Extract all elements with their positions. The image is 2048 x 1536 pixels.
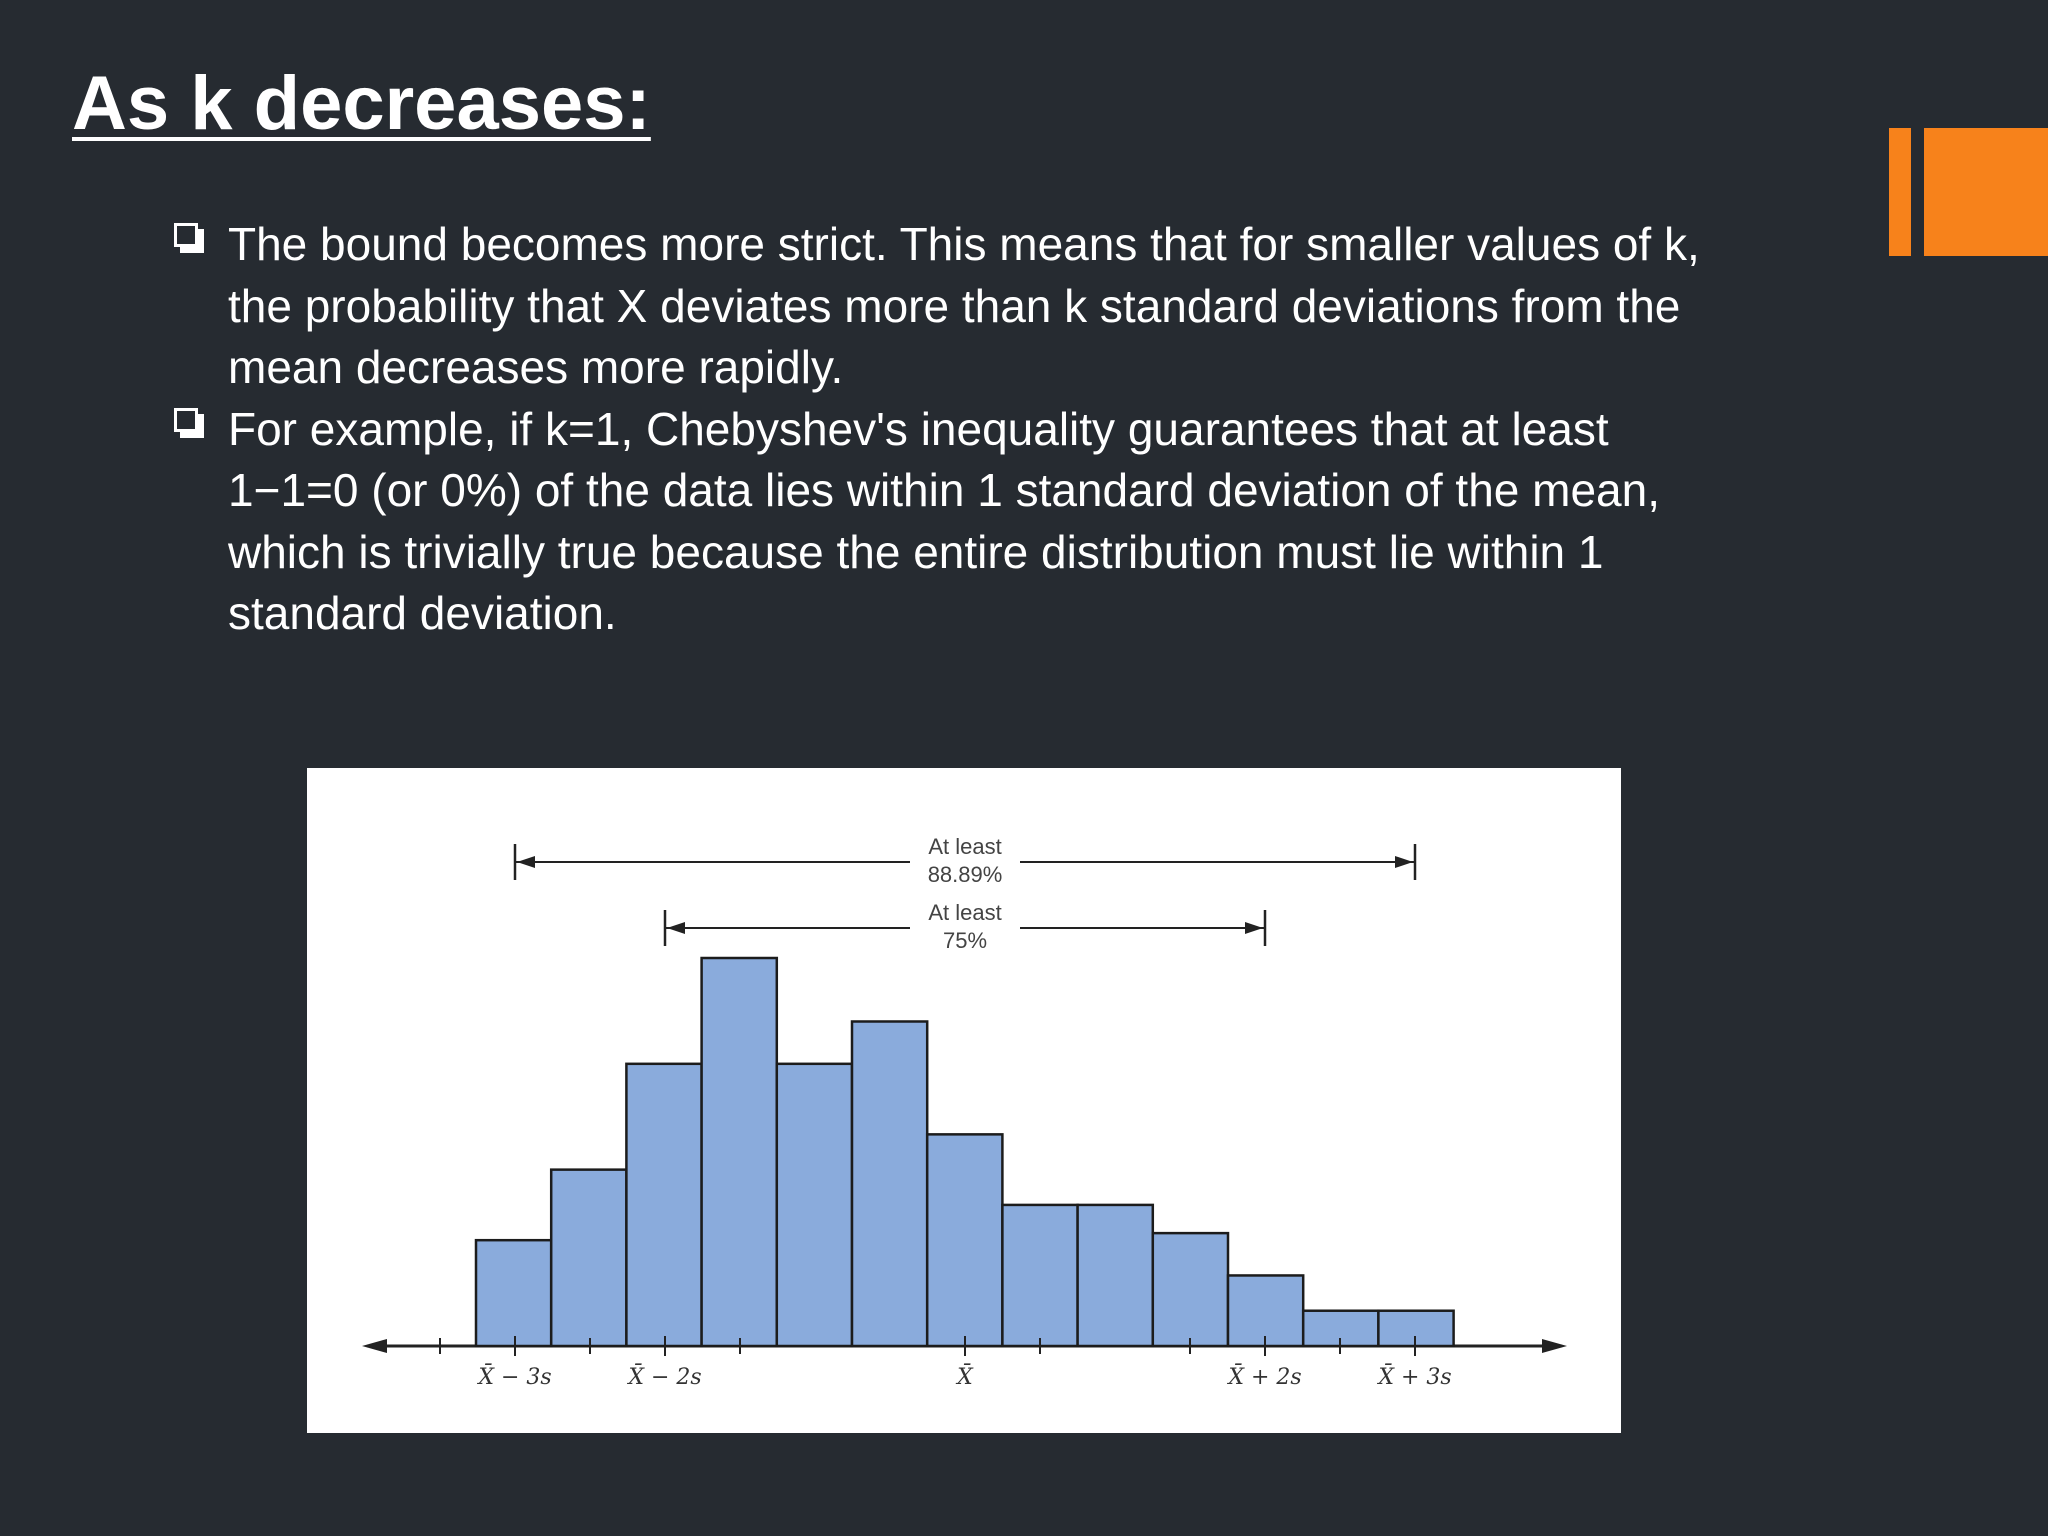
bracket-arrow [1245, 922, 1263, 934]
tick-label: X̄ − 3s [476, 1363, 551, 1390]
bullet-text: For example, if k=1, Chebyshev's inequal… [228, 402, 1660, 640]
histogram-bar [850, 1020, 929, 1348]
annotation-label: At least [928, 900, 1001, 925]
bracket-arrow [1395, 856, 1413, 868]
bullet-item: For example, if k=1, Chebyshev's inequal… [174, 399, 1734, 645]
histogram-figure: X̄ − 3s X̄ − 2s X̄ X̄ + 2s X̄ + 3s At least 88… [307, 768, 1621, 1433]
histogram-bar [1226, 1274, 1305, 1348]
histogram-bar [474, 1238, 553, 1348]
bullet-item: The bound becomes more strict. This mean… [174, 214, 1734, 399]
histogram-bar [1377, 1309, 1455, 1348]
histogram-bar [1151, 1231, 1230, 1348]
histogram-chart: X̄ − 3s X̄ − 2s X̄ X̄ + 2s X̄ + 3s At least 88… [362, 834, 1567, 1390]
histogram-bar [625, 1062, 703, 1348]
axis-left-arrow [362, 1339, 387, 1353]
tick-label: X̄ + 3s [1376, 1363, 1451, 1390]
histogram-bar [700, 956, 779, 1348]
accent-bar-thick [1924, 128, 2048, 256]
histogram-bar [925, 1133, 1004, 1348]
histogram-bar [1001, 1203, 1079, 1348]
histogram-bar [1076, 1203, 1155, 1348]
annotation-label: 88.89% [928, 862, 1003, 887]
checkbox-bullet-icon [174, 223, 204, 253]
bullet-list: The bound becomes more strict. This mean… [174, 214, 1734, 645]
bracket-arrow [667, 922, 685, 934]
histogram-bar [775, 1062, 854, 1348]
annotation-label: 75% [943, 928, 987, 953]
tick-label: X̄ − 2s [626, 1363, 701, 1390]
accent-bar-thin [1889, 128, 1911, 256]
bullet-text: The bound becomes more strict. This mean… [228, 218, 1700, 393]
annotation-label: At least [928, 834, 1001, 859]
tick-label: X̄ [955, 1363, 974, 1390]
histogram-bar [549, 1168, 628, 1348]
slide-title: As k decreases: [72, 61, 651, 146]
axis-right-arrow [1542, 1339, 1567, 1353]
checkbox-bullet-icon [174, 407, 204, 438]
bracket-arrow [517, 856, 535, 868]
tick-label: X̄ + 2s [1226, 1363, 1301, 1390]
